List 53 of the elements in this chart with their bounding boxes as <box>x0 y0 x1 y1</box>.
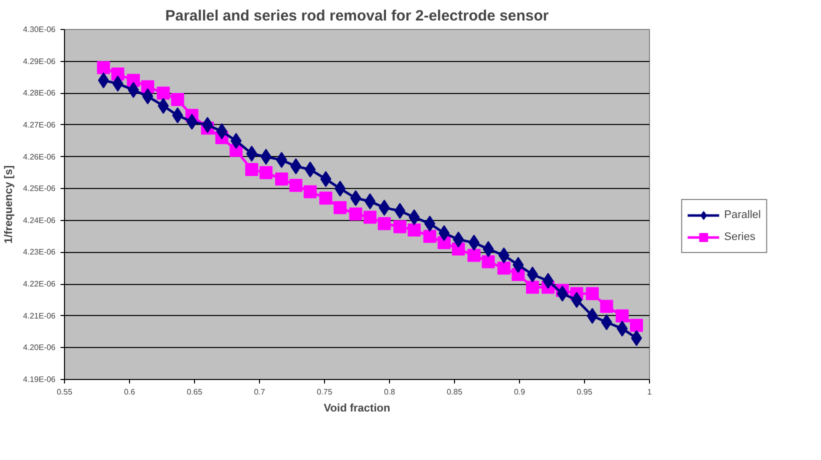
point <box>304 162 316 178</box>
point <box>319 192 332 205</box>
x-tick-label: 0.6 <box>124 388 136 396</box>
point <box>171 93 184 106</box>
point <box>482 255 495 268</box>
point <box>289 178 302 192</box>
y-axis-title: 1/frequency [s] <box>3 165 16 244</box>
point <box>393 220 406 234</box>
y-tick-label: 4.24E-06 <box>23 216 56 225</box>
point <box>378 217 391 230</box>
point <box>423 230 436 243</box>
point <box>468 248 480 262</box>
point <box>526 280 539 294</box>
y-tick-label: 4.29E-06 <box>23 56 56 66</box>
point <box>245 163 258 176</box>
x-tick-label: 0.65 <box>186 388 203 396</box>
point <box>408 223 421 236</box>
point <box>497 262 510 275</box>
x-tick-label: 0.75 <box>316 388 333 396</box>
y-tick-label: 4.19E-06 <box>23 375 56 384</box>
legend-label: Parallel <box>724 208 761 220</box>
point <box>349 208 362 221</box>
point <box>630 318 643 332</box>
x-axis-title: Void fraction <box>324 402 390 414</box>
y-tick-label: 4.26E-06 <box>23 152 56 162</box>
y-tick-label: 4.25E-06 <box>23 184 56 194</box>
point <box>304 185 317 198</box>
point <box>600 300 614 313</box>
point <box>334 201 347 214</box>
y-tick-label: 4.30E-06 <box>23 25 56 34</box>
x-tick-label: 0.55 <box>56 388 73 396</box>
point <box>156 86 170 100</box>
y-tick-label: 4.23E-06 <box>23 248 56 257</box>
point <box>452 232 464 248</box>
y-tick-label: 4.28E-06 <box>23 88 56 98</box>
point <box>97 61 110 74</box>
point <box>616 309 629 322</box>
x-tick-label: 0.85 <box>446 388 463 396</box>
x-tick-label: 0.7 <box>254 388 266 396</box>
x-tick-label: 1 <box>647 388 652 396</box>
point <box>275 172 288 186</box>
y-tick-label: 4.27E-06 <box>23 120 56 130</box>
point <box>260 166 272 180</box>
x-tick-label: 0.95 <box>576 388 593 396</box>
x-tick-label: 0.9 <box>514 388 526 396</box>
point <box>364 210 376 224</box>
legend-label: Series <box>724 230 756 242</box>
y-tick-label: 4.21E-06 <box>23 311 56 320</box>
chart-title: Parallel and series rod removal for 2-electrode sensor <box>165 8 549 24</box>
x-tick-label: 0.8 <box>384 388 396 396</box>
point <box>586 287 599 300</box>
y-tick-label: 4.22E-06 <box>23 280 56 289</box>
y-tick-label: 4.20E-06 <box>23 343 56 352</box>
